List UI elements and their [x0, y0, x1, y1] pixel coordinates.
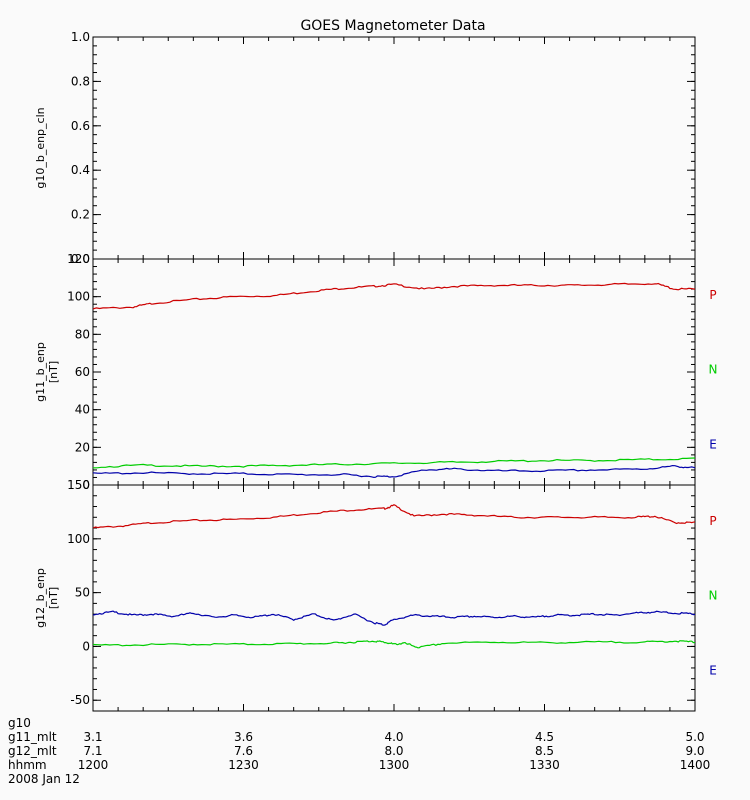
y-tick-label: 1.0 — [71, 30, 90, 44]
y-tick-label: 0.2 — [71, 208, 90, 222]
series-line-p — [92, 282, 696, 310]
y-tick-label: -50 — [70, 693, 90, 707]
series-line-p — [92, 504, 696, 529]
chart-title: GOES Magnetometer Data — [300, 18, 485, 34]
legend-letter-p: P — [709, 514, 716, 528]
y-axis-unit: [nT] — [47, 587, 60, 609]
y-tick-label: 150 — [67, 478, 90, 492]
series-line-e — [92, 610, 696, 626]
panel-frame — [92, 36, 696, 260]
footer-g12_mlt-value: 7.1 — [83, 744, 102, 758]
y-tick-label: 0.4 — [71, 163, 90, 177]
footer-hhmm-value: 1300 — [379, 758, 410, 772]
panel-2: 0 20 40 60 80 100 120 g11_b_enp [nT] P N E — [34, 252, 717, 492]
y-axis-label: g10_b_enp_cln — [34, 107, 47, 188]
legend-letter-e: E — [709, 663, 717, 677]
legend-letter-n: N — [709, 589, 718, 603]
y-tick-label: 60 — [75, 365, 90, 379]
panel-1: 0.0 0.2 0.4 0.6 0.8 1.0 g10_b_enp_cln — [34, 30, 696, 266]
footer-hhmm-value: 1330 — [529, 758, 560, 772]
footer-g11_mlt-value: 4.0 — [384, 730, 403, 744]
y-axis-unit: [nT] — [47, 361, 60, 383]
footer-g12_mlt-value: 8.0 — [384, 744, 403, 758]
panel-frame — [92, 258, 696, 486]
y-tick-label: 80 — [75, 327, 90, 341]
series-line-n — [92, 457, 696, 469]
footer-row-label: 2008 Jan 12 — [8, 772, 80, 786]
footer-g11_mlt-value: 3.6 — [234, 730, 253, 744]
footer-row-label: g11_mlt — [8, 730, 57, 744]
series-line-n — [92, 640, 696, 649]
footer-row-label: hhmm — [8, 758, 47, 772]
y-tick-label: 40 — [75, 403, 90, 417]
footer-hhmm-value: 1230 — [228, 758, 259, 772]
y-tick-label: 0 — [82, 478, 90, 492]
legend-letter-p: P — [709, 288, 716, 302]
footer-g12_mlt-value: 9.0 — [685, 744, 704, 758]
footer-g11_mlt-value: 4.5 — [535, 730, 554, 744]
footer-hhmm-value: 1200 — [78, 758, 109, 772]
panel-frame — [92, 484, 696, 712]
y-tick-label: 100 — [67, 532, 90, 546]
y-tick-label: 0.0 — [71, 252, 90, 266]
y-axis-label: g11_b_enp — [34, 342, 47, 402]
footer-g12_mlt-value: 8.5 — [535, 744, 554, 758]
footer-g11_mlt-value: 5.0 — [685, 730, 704, 744]
footer-hhmm-value: 1400 — [680, 758, 711, 772]
footer-g11_mlt-value: 3.1 — [83, 730, 102, 744]
legend-letter-e: E — [709, 437, 717, 451]
y-tick-label: 100 — [67, 290, 90, 304]
panel-3: -50 0 50 100 150 g12_b_enp [nT] P N E — [34, 478, 718, 712]
plot-panels: 0.0 0.2 0.4 0.6 0.8 1.0 g10_b_enp_cln 0 20 40 60 80… — [34, 30, 718, 712]
y-tick-label: 120 — [67, 252, 90, 266]
y-tick-label: 20 — [75, 440, 90, 454]
footer-row-label: g12_mlt — [8, 744, 57, 758]
y-axis-label: g12_b_enp — [34, 568, 47, 628]
footer-row-label: g10 — [8, 716, 31, 730]
y-tick-label: 0.8 — [71, 74, 90, 88]
y-tick-label: 0.6 — [71, 119, 90, 133]
y-tick-label: 0 — [82, 639, 90, 653]
y-tick-label: 50 — [75, 586, 90, 600]
series-line-e — [92, 464, 696, 479]
legend-letter-n: N — [709, 363, 718, 377]
footer-g12_mlt-value: 7.6 — [234, 744, 253, 758]
